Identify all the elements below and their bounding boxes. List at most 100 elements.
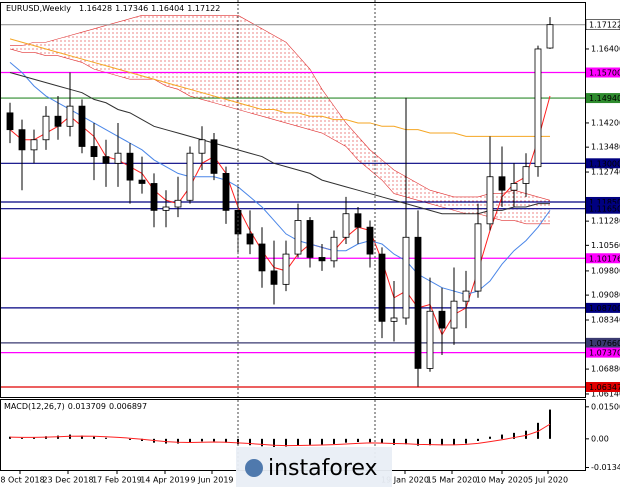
candle-body	[546, 24, 554, 49]
x-tick-label: 28 Oct 2018	[0, 476, 45, 485]
y-tick-label: 1.14200	[591, 118, 620, 127]
level-box	[586, 337, 620, 348]
level-box	[586, 382, 620, 393]
ma-line	[9, 62, 551, 295]
candle-body	[90, 146, 98, 157]
y-tick-label: 1.16400	[591, 44, 620, 53]
x-tick-label: 14 Apr 2019	[140, 476, 189, 485]
candle-body	[186, 152, 194, 201]
y-tick-label: 0.00	[591, 434, 609, 443]
level-box	[586, 67, 620, 78]
ohlc: 1.16428	[79, 4, 112, 13]
candle-body	[390, 317, 398, 322]
candle-body	[210, 139, 218, 174]
chart-title: EURUSD,Weekly 1.16428 1.17346 1.16404 1.1712…	[6, 4, 220, 13]
candle-body	[534, 48, 542, 168]
macd-name: MACD(12,26,7)	[4, 402, 65, 411]
level-label: 1.06347	[589, 383, 620, 392]
y-tick-label: 1.09800	[591, 266, 620, 275]
y-tick-label: 1.13480	[591, 143, 620, 152]
y-tick-label: 1.06880	[591, 365, 620, 374]
candle-body	[462, 290, 470, 302]
candle-body	[318, 257, 326, 262]
candle-body	[102, 156, 110, 164]
candle-body	[486, 176, 494, 225]
candle-body	[498, 176, 506, 191]
plot-area	[1, 15, 585, 388]
candle-body	[198, 139, 206, 154]
y-tick-label: 1.06140	[591, 389, 620, 398]
candle-body	[174, 199, 182, 208]
x-tick-label: 5 Jul 2020	[528, 476, 568, 485]
level-label: 1.14940	[589, 94, 620, 103]
watermark-logo	[245, 459, 263, 477]
macd-value: 0.013709	[68, 402, 106, 411]
cloud-edge	[9, 48, 550, 225]
macd-value: 0.006897	[109, 402, 147, 411]
cloud-edge	[10, 15, 551, 201]
candle-body	[474, 223, 482, 292]
candle-body	[294, 220, 302, 255]
ma-line	[9, 95, 551, 336]
candle-body	[282, 253, 290, 285]
candle-body	[246, 233, 254, 245]
level-label: 1.15700	[589, 69, 620, 78]
frame	[0, 2, 586, 398]
watermark: instaforex	[268, 456, 378, 481]
macd-title: MACD(12,26,7) 0.013709 0.006897	[4, 402, 147, 411]
level-label: 1.08700	[589, 304, 620, 313]
level-label: 1.07660	[589, 339, 620, 348]
level-label: 1.07370	[589, 349, 620, 358]
macd-signal	[9, 423, 551, 447]
level-box	[586, 302, 620, 313]
candle-body	[366, 226, 374, 255]
candle-body	[270, 270, 278, 285]
y-tick-label: 1.12740	[591, 168, 620, 177]
candle-body	[150, 183, 158, 211]
y-tick-label: 1.10560	[591, 241, 620, 250]
candle-body	[522, 166, 530, 184]
symbol: EURUSD,Weekly	[6, 4, 71, 13]
y-tick-label: 0.015002	[591, 402, 620, 411]
candle-body	[222, 172, 230, 211]
level-box	[586, 196, 620, 207]
ma-line	[9, 72, 550, 215]
x-tick-label: 23 Dec 2018	[42, 476, 93, 485]
level-box	[586, 347, 620, 358]
x-tick-label: 10 May 2020	[476, 476, 528, 485]
candle-body	[78, 105, 86, 147]
candle-body	[330, 236, 338, 262]
level-label: 1.17122	[589, 21, 620, 30]
candle-body	[162, 206, 170, 211]
candle-body	[342, 213, 350, 238]
candle-body	[510, 183, 518, 191]
ohlc: 1.16404	[151, 4, 184, 13]
level-box	[586, 203, 620, 214]
level-label: 1.11850	[589, 198, 620, 207]
candle-body	[438, 310, 446, 329]
candle-body	[306, 220, 314, 258]
candle-body	[126, 152, 134, 181]
candle-body	[258, 243, 266, 272]
level-label: 1.11650	[589, 205, 620, 214]
ohlc: 1.17122	[187, 4, 220, 13]
candle-body	[138, 179, 146, 184]
x-tick-label: 19 Jan 2020	[381, 476, 429, 485]
candle-body	[450, 300, 458, 329]
level-label: 1.13000	[589, 159, 620, 168]
level-box	[586, 93, 620, 104]
candle-body	[378, 253, 386, 322]
candle-body	[6, 112, 14, 131]
candle-body	[42, 115, 50, 141]
candle-body	[354, 213, 362, 228]
ma-line	[9, 38, 550, 137]
level-box	[586, 158, 620, 169]
level-box	[585, 19, 620, 30]
candle-body	[414, 236, 422, 369]
y-tick-label: 1.11280	[591, 217, 620, 226]
candle-body	[54, 115, 62, 127]
ohlc: 1.17346	[115, 4, 148, 13]
x-tick-label: 17 Feb 2019	[92, 476, 142, 485]
y-tick-label: -0.01343	[591, 463, 620, 472]
